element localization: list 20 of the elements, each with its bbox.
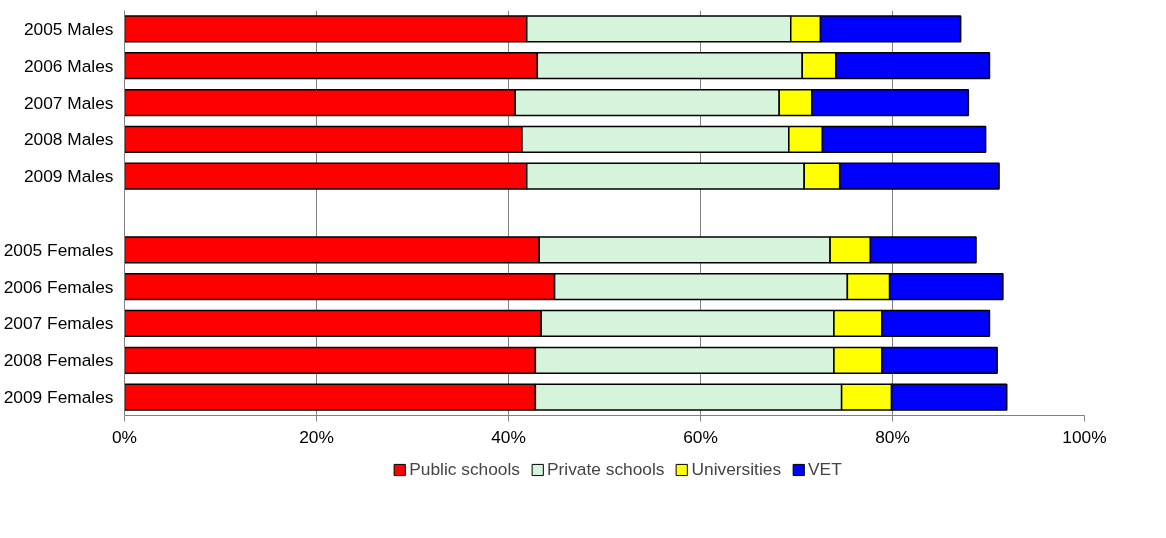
x-tick-label: 0%	[111, 426, 138, 447]
y-tick-label: 2008 Males	[23, 129, 114, 150]
x-tick-label: 40%	[491, 426, 526, 447]
y-tick-label: 2006 Males	[23, 55, 114, 76]
y-tick-label: 2009 Males	[23, 166, 114, 187]
y-tick-label: 2007 Males	[23, 92, 114, 113]
legend-label: Private schools	[547, 458, 665, 480]
x-tick-label: 100%	[1062, 426, 1107, 447]
y-tick-label: 2006 Females	[3, 276, 114, 297]
legend-label: Universities	[691, 458, 782, 480]
y-tick-label: 2008 Females	[3, 350, 114, 371]
legend-label: VET	[808, 458, 842, 480]
x-tick-label: 80%	[875, 426, 910, 447]
x-tick-label: 20%	[299, 426, 334, 447]
y-tick-label: 2005 Males	[23, 18, 114, 39]
x-tick-label: 60%	[683, 426, 718, 447]
legend-label: Public schools	[409, 458, 520, 480]
y-tick-label: 2009 Females	[3, 387, 114, 408]
y-tick-label: 2005 Females	[3, 239, 114, 260]
y-tick-label: 2007 Females	[3, 313, 114, 334]
